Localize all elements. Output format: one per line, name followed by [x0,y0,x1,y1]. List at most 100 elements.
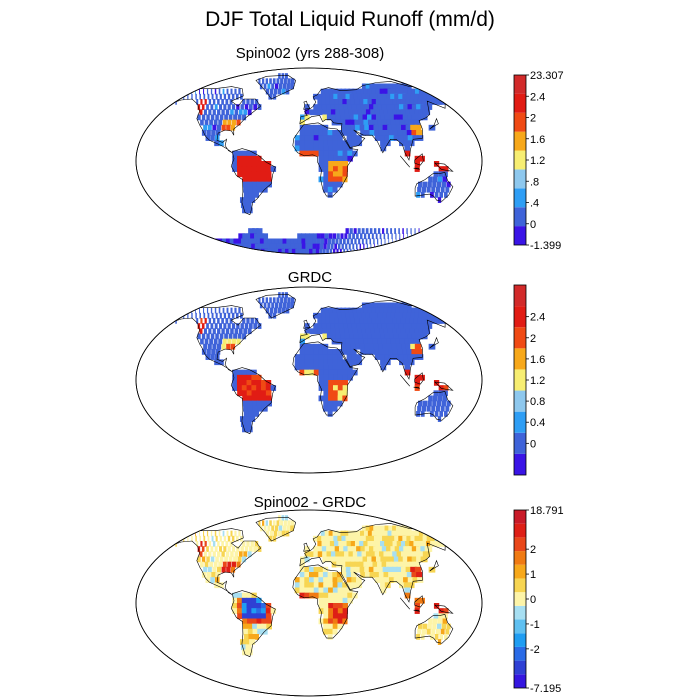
grid-cell [278,302,283,309]
grid-cell [337,161,344,167]
grid-cell [236,248,246,254]
grid-cell [219,333,224,340]
colorbar-tick-label: .8 [530,176,539,188]
grid-cell [241,592,248,599]
grid-cell [222,88,225,95]
map-panel-1 [135,67,483,255]
grid-cell [244,323,249,329]
grid-cell [354,238,357,245]
grid-cell [299,592,305,599]
map-panel-3 [135,509,483,697]
grid-cell [222,243,231,250]
colorbar-tick-label: 2 [530,333,536,345]
grid-cell [267,83,271,90]
grid-cell [361,93,369,100]
grid-cell [365,228,369,234]
grid-cell [203,124,208,131]
grid-cell [338,541,344,547]
grid-cell [399,233,401,240]
grid-cell [208,318,212,324]
grid-cell [244,238,252,245]
grid-cell [281,530,286,537]
grid-cell [342,395,348,402]
grid-cell [356,577,362,583]
grid-cell [313,551,319,558]
grid-cell [392,572,399,578]
grid-cell [395,561,402,568]
grid-cell [309,124,315,131]
grid-cell [261,405,268,412]
grid-cell [373,546,380,552]
grid-cell [339,551,346,558]
grid-cell [435,405,440,412]
grid-cell [352,150,358,157]
grid-cell [406,312,415,319]
grid-cell [416,556,424,563]
coastline [413,609,421,612]
grid-cell [256,395,263,402]
grid-cell [274,238,281,245]
grid-cell [343,104,350,110]
grid-cell [342,364,348,371]
grid-cell [295,248,300,254]
grid-cell [276,78,280,85]
grid-cell [413,541,421,547]
grid-cell [362,333,369,340]
grid-cell [337,171,343,178]
grid-cell [349,338,356,345]
grid-cell [230,124,236,131]
grid-cell [352,551,359,558]
grid-cell [214,88,217,95]
grid-cell [380,333,387,340]
grid-cell [323,613,329,620]
grid-cell [236,546,240,552]
grid-cell [330,551,337,558]
grid-cell [378,349,385,355]
grid-cell [211,349,216,355]
grid-cell [199,328,203,335]
grid-cell [212,99,216,105]
grid-cell [358,114,365,121]
grid-cell [333,312,339,319]
grid-cell [278,248,284,254]
grid-cell [313,359,320,366]
grid-cell [304,328,310,335]
grid-cell [390,338,398,345]
grid-cell [383,248,386,254]
grid-cell [322,114,328,121]
grid-cell [382,343,389,350]
grid-cell [247,405,254,412]
grid-cell [224,556,228,563]
grid-cell [390,546,398,552]
grid-cell [210,323,214,329]
grid-cell [237,592,243,599]
grid-cell [226,307,229,314]
grid-cell [369,535,377,542]
grid-cell [256,166,262,172]
grid-cell [394,104,402,110]
grid-cell [402,333,410,340]
map-panel-2 [135,286,483,474]
grid-cell [354,119,361,126]
grid-cell [318,577,324,583]
grid-cell [418,312,427,319]
grid-cell [299,582,305,589]
grid-cell [387,307,395,314]
grid-cell [259,238,267,245]
grid-cell [268,93,273,100]
grid-cell [371,541,379,547]
grid-cell [321,323,328,329]
grid-cell [320,233,325,240]
coastline [429,559,439,572]
grid-cell [402,572,409,578]
grid-cell [199,551,203,558]
grid-cell [242,99,246,105]
grid-cell [392,541,400,547]
grid-cell [290,297,295,304]
grid-cell [318,145,324,152]
grid-cell [350,572,357,578]
grid-cell [365,328,373,335]
grid-cell [364,130,371,136]
grid-cell [405,109,413,116]
grid-cell [212,109,216,116]
